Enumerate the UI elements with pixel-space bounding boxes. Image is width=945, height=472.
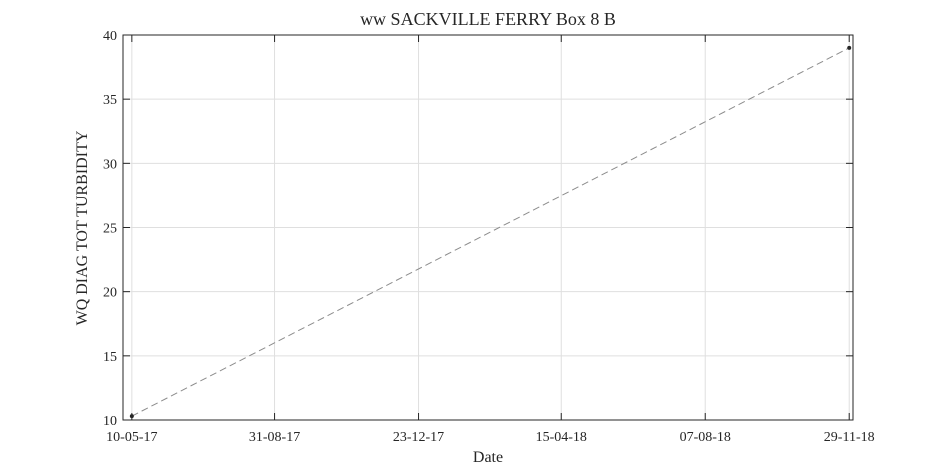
chart-title: ww SACKVILLE FERRY Box 8 B — [360, 9, 616, 29]
data-point — [847, 45, 852, 50]
x-tick-label: 07-08-18 — [680, 430, 731, 445]
y-tick-label: 25 — [103, 222, 117, 237]
y-tick-label: 35 — [103, 93, 117, 108]
series-line — [131, 47, 850, 417]
x-axis-label: Date — [473, 449, 503, 466]
x-tick-label: 29-11-18 — [824, 430, 875, 445]
y-tick-label: 30 — [103, 157, 117, 172]
x-tick-label: 10-05-17 — [106, 430, 157, 445]
x-tick-label: 23-12-17 — [393, 430, 444, 445]
y-tick-label: 20 — [103, 286, 117, 301]
y-tick-label: 40 — [103, 29, 117, 44]
x-tick-label: 31-08-17 — [249, 430, 300, 445]
y-tick-label: 15 — [103, 350, 117, 365]
axis-ticks: 10-05-17 31-08-17 23-12-17 15-04-18 07-08-18… — [103, 29, 875, 445]
y-axis-label: WQ DIAG TOT TURBIDITY — [74, 130, 91, 325]
x-tick-label: 15-04-18 — [536, 430, 587, 445]
y-tick-label: 10 — [103, 414, 117, 429]
